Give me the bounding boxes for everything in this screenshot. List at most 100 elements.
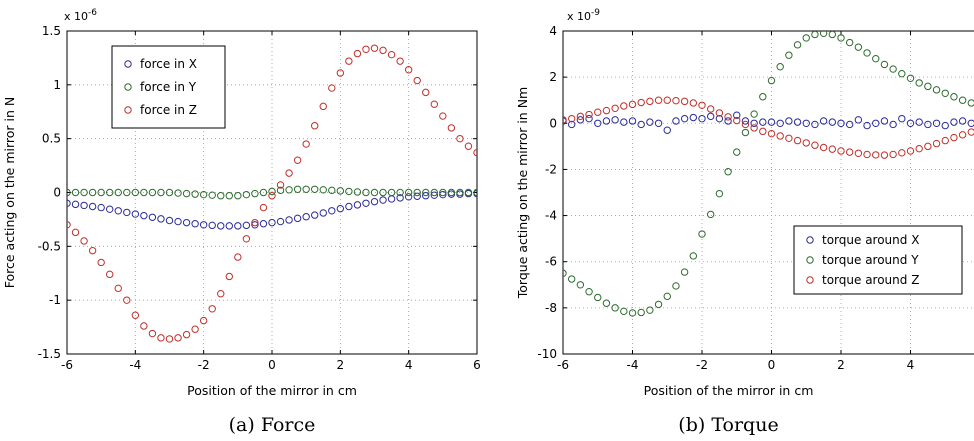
data-point bbox=[811, 141, 819, 149]
data-point bbox=[208, 191, 216, 199]
data-point bbox=[594, 119, 602, 127]
data-point bbox=[602, 299, 611, 307]
data-point bbox=[767, 129, 776, 138]
y-tick-label: 1 bbox=[53, 78, 61, 92]
data-point bbox=[165, 335, 174, 343]
data-point bbox=[439, 190, 447, 199]
data-point bbox=[941, 121, 949, 130]
data-point bbox=[199, 316, 208, 325]
x-tick-label: 4 bbox=[405, 358, 413, 372]
data-point bbox=[932, 86, 941, 94]
y-tick-label: -1.5 bbox=[38, 347, 61, 361]
data-point bbox=[387, 50, 396, 59]
data-point bbox=[191, 325, 199, 333]
data-point bbox=[819, 31, 828, 38]
data-point bbox=[698, 230, 706, 238]
data-point bbox=[958, 96, 967, 104]
legend-label: force in Z bbox=[140, 103, 197, 117]
data-point bbox=[854, 149, 863, 157]
data-point bbox=[733, 116, 741, 125]
data-point bbox=[811, 120, 819, 129]
data-point bbox=[785, 117, 793, 125]
data-point bbox=[724, 168, 732, 176]
chart-panel-force: -6 -4 -2 0 2 4 6 -1.5 -1 -0.5 0 0.5 1 1.5x 10-6 Positi… bbox=[2, 8, 481, 436]
data-point bbox=[379, 188, 387, 197]
data-point bbox=[396, 188, 404, 197]
y-tick-label: 1.5 bbox=[42, 24, 61, 38]
data-point bbox=[585, 110, 593, 119]
data-point bbox=[234, 222, 242, 230]
data-point bbox=[174, 334, 182, 342]
data-point bbox=[689, 252, 698, 260]
data-point bbox=[967, 99, 974, 107]
data-point bbox=[880, 151, 889, 159]
legend-marker bbox=[124, 60, 132, 68]
data-point bbox=[268, 218, 276, 227]
data-point bbox=[889, 150, 897, 159]
data-point bbox=[259, 220, 268, 228]
data-point bbox=[880, 117, 889, 125]
x-tick-label: -2 bbox=[198, 358, 210, 372]
data-point bbox=[602, 106, 611, 115]
data-point bbox=[422, 188, 430, 197]
data-point bbox=[140, 188, 148, 197]
data-point bbox=[845, 120, 854, 129]
y-exponent-label: x 10-6 bbox=[64, 8, 97, 23]
y-axis-label: Torque acting on the mirror in Nm bbox=[515, 87, 530, 299]
data-point bbox=[958, 131, 967, 139]
data-point bbox=[140, 322, 148, 330]
data-point bbox=[585, 114, 593, 123]
data-point bbox=[225, 222, 233, 230]
data-point bbox=[767, 118, 776, 126]
data-point bbox=[906, 119, 915, 127]
legend-label: torque around Z bbox=[822, 273, 919, 287]
data-point bbox=[165, 216, 174, 225]
data-point bbox=[88, 202, 97, 211]
data-point bbox=[594, 108, 602, 116]
data-point bbox=[114, 207, 122, 215]
data-point bbox=[97, 188, 105, 197]
y-tick-label: -2 bbox=[545, 162, 557, 176]
data-point bbox=[837, 119, 845, 127]
plot-area bbox=[563, 31, 974, 354]
data-point bbox=[234, 253, 242, 261]
data-point bbox=[251, 218, 259, 227]
data-point bbox=[706, 210, 715, 219]
data-point bbox=[663, 96, 671, 104]
legend-marker bbox=[124, 83, 132, 91]
data-point bbox=[456, 188, 464, 197]
data-point bbox=[680, 114, 689, 123]
data-point bbox=[793, 136, 802, 145]
data-point bbox=[370, 44, 379, 52]
data-point bbox=[915, 144, 923, 153]
data-point bbox=[759, 127, 767, 136]
data-point bbox=[767, 76, 776, 85]
data-point bbox=[915, 79, 923, 87]
data-point bbox=[251, 189, 259, 198]
data-point bbox=[97, 203, 105, 212]
data-point bbox=[620, 118, 628, 126]
y-exponent-label: x 10-9 bbox=[567, 8, 600, 23]
data-point bbox=[345, 187, 353, 196]
data-point bbox=[880, 60, 889, 69]
data-point bbox=[430, 191, 438, 199]
data-point bbox=[563, 269, 567, 277]
data-points bbox=[67, 44, 477, 343]
x-tick-label: -2 bbox=[696, 358, 708, 372]
data-point bbox=[404, 188, 413, 197]
x-tick-label: 6 bbox=[473, 358, 481, 372]
data-point bbox=[276, 217, 285, 226]
data-point bbox=[863, 49, 871, 57]
x-axis-label: Position of the mirror in cm bbox=[187, 383, 357, 398]
data-point bbox=[464, 188, 473, 197]
data-point bbox=[620, 307, 628, 316]
data-point bbox=[898, 114, 906, 123]
data-point bbox=[439, 188, 447, 197]
data-point bbox=[174, 189, 182, 197]
y-tick-label: 0 bbox=[549, 116, 557, 130]
data-point bbox=[148, 188, 157, 197]
data-point bbox=[602, 117, 611, 125]
panel-caption: (b) Torque bbox=[678, 414, 778, 436]
data-point bbox=[447, 124, 456, 132]
